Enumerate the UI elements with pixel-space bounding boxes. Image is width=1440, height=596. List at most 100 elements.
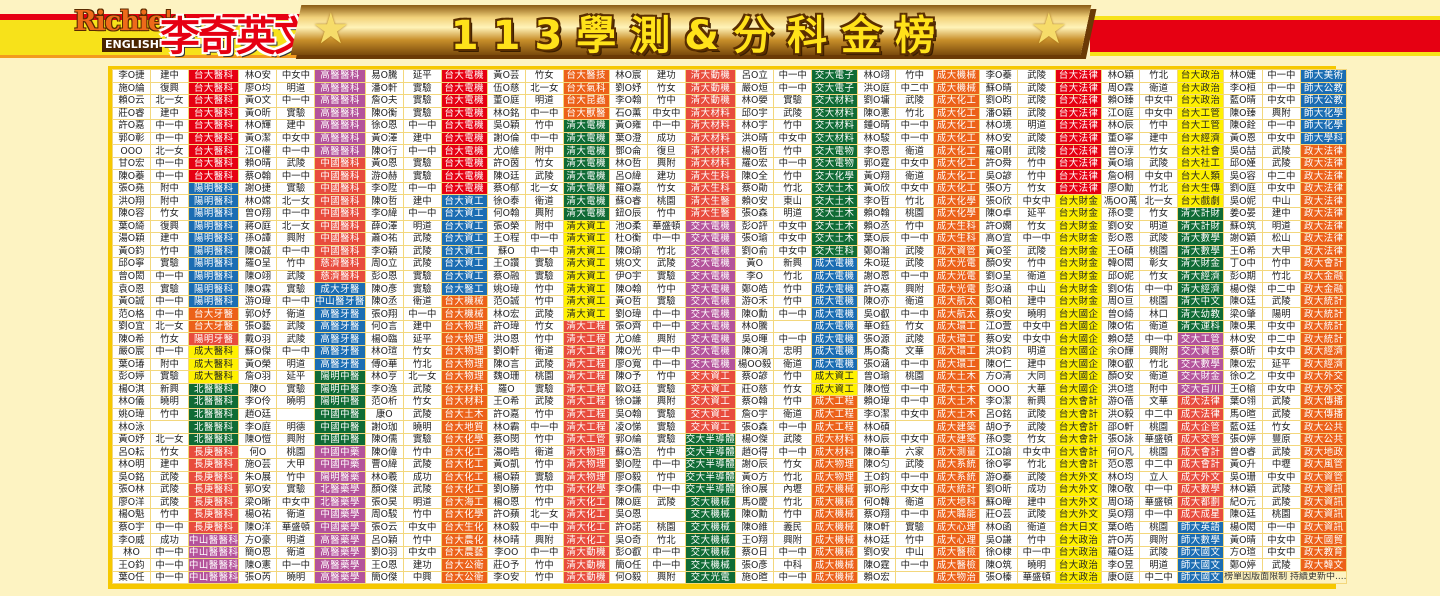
department-badge: 台大電機 [440,169,488,183]
school-name: 竹中 [646,282,686,296]
department-badge: 台大醫科 [187,106,240,121]
school-name: 中一中 [895,508,935,522]
school-name: 中一中 [773,545,813,560]
department-badge: 成大環工 [933,357,981,372]
student-name: 黃O榮 [238,357,278,372]
school-name: 竹中 [1017,156,1057,171]
department-badge: 交大資工 [684,420,737,434]
student-name: 莊O睿 [112,106,151,121]
department-badge: 清大生醫 [684,207,737,221]
department-badge: 政大會計 [1299,257,1348,271]
student-name: 曾O閎 [112,269,151,284]
table-row: 吳O銘 武陵 長庚醫科 朱O展 竹中 陽明醫藥 林O羲 成功 台大化工 楊O穎 實驗 清大物理 廖O毅竹… [112,470,1348,485]
school-name: 武陵 [1261,558,1301,572]
student-name: 張O涵 [857,357,897,372]
department-badge: 成大材料 [811,445,859,459]
department-badge: 清大工程 [562,345,610,359]
school-name: 桃園 [1139,520,1179,535]
department-badge: 清大工程 [562,357,610,372]
student-name: 洪O翔 [112,194,151,208]
student-name: 廖O勳 [1101,181,1141,196]
department-badge: 台大物理 [440,357,488,372]
school-name: 建功 [646,69,686,83]
student-name: 林O嫈 [735,94,775,108]
department-badge: 台大物理 [440,319,488,334]
department-badge: 交大機械 [684,508,737,522]
department-badge: 政大金融 [1299,269,1348,284]
school-name: 竹中 [524,282,564,296]
student-name: 賴O翰 [857,207,897,221]
department-badge: 清大工程 [562,407,610,422]
school-name: 武陵 [1261,395,1301,409]
department-badge: 成大生科 [933,232,981,246]
school-name: 實驗 [524,382,564,397]
student-name: 劉O佑 [1101,282,1141,296]
student-name: 曾O綺 [1101,307,1141,321]
student-name: 梁O肇 [1223,307,1263,321]
department-badge: 清大工程 [562,332,610,347]
student-name: 吳O穎 [486,119,526,133]
logo-text: Richie's [74,6,187,37]
school-name: 竹女 [1139,207,1179,221]
school-name: 桃園 [646,194,686,208]
student-name: 林O瑄 [364,345,404,359]
department-badge: 台大醫科 [187,144,240,158]
table-row: 林O 中一中 中山醫醫科 簡O恩 衛道 高醫藥學 劉O羽 中女中 台大農藝 李OO 中一中 清大動機彭… [112,545,1348,560]
student-name: 蔡O翔 [857,508,897,522]
student-name: 黃O雍 [608,119,648,133]
student-name: 葉O綺 [112,219,151,234]
student-name: 張O林 [112,483,151,497]
school-name [646,508,686,522]
student-name: 杜O衡 [608,232,648,246]
student-name: 莊O芸 [979,508,1019,522]
page-title: 113學測&分科金榜 [450,13,950,59]
student-name: 賴O宏 [857,570,897,585]
school-name: 中興 [402,570,442,585]
school-name: 林口 [1139,307,1179,321]
student-name: 施O芸 [238,457,278,472]
school-name: 中一中 [646,345,686,359]
department-badge: 台大昆蟲 [562,94,610,108]
school-name: 興附 [646,570,686,585]
table-row: 賴O云 北一女 台大醫科 黃O文 中一中 高醫醫科 詹O夫 實驗 台大電機 董O庭 明道 台大昆蟲 李O… [112,94,1348,108]
table-row: 李O威 成功 中山醫醫科 方O豪 明道 高醫藥學 呂O穎 竹中 台大農化 林O晴 興附 清大化工 吳O奇… [112,533,1348,547]
student-name: 陳O偉 [364,445,404,459]
student-name: 劉O軒 [486,345,526,359]
student-name: 許O瑋 [486,319,526,334]
student-name: 李O潔 [979,395,1019,409]
student-name: 徐O之 [1223,370,1263,384]
department-badge: 台大法律 [1055,106,1103,121]
department-badge: 成大醫檢 [933,558,981,572]
student-name: 陳O筑 [979,558,1019,572]
table-row: 嚴O宸 中一中 成大醫科 蘇O傑 中一中 高醫牙醫 林O瑄 竹女 台大物理 劉O軒 衛道 清大工程 陳O… [112,345,1348,359]
school-name: 實驗 [524,470,564,485]
student-name: 張O藝 [238,319,278,334]
department-badge: 成大成星 [1177,508,1225,522]
department-badge: 政大資訊 [1299,520,1348,535]
student-name: 陳O卓 [979,207,1019,221]
department-badge: 台大日文 [1055,520,1103,535]
department-badge: 成大醫檢 [933,545,981,560]
school-name: 實驗 [276,181,316,196]
student-name: 紀O元 [1223,495,1263,510]
school-name: 竹北 [646,244,686,259]
student-name: 簡O恩 [238,545,278,560]
student-name: 陳O丞 [364,294,404,309]
table-row: 洪O翔 附中 陽明醫科 林O嫦 北一女 中國醫科 陳O哲 建中 台大資工 徐O泰 衛道 清大電機 蘇O睿… [112,194,1348,208]
school-name: 建中 [402,194,442,208]
department-badge: 台大電機 [440,81,488,96]
student-name: 吳O諺 [979,169,1019,183]
table-row: 范O格 中一中 台大牙醫 郭O妤 衛道 高醫牙醫 張O翔 中一中 台大機械 林O宏 武陵 清大資工 劉O… [112,307,1348,321]
school-name: 武陵 [646,495,686,510]
department-badge: 師大數學 [1177,533,1225,547]
table-row: 林O明 建中 長庚醫科 施O芸 大甲 中國中藥 曹O緯 武陵 台大化工 黃O凱 竹中 清大物理 劉O陞中… [112,457,1348,472]
student-name: 鄭O瀚 [857,244,897,259]
department-badge: 成大工程 [811,407,859,422]
department-badge: 台大機械 [440,307,488,321]
school-name: 建中 [1017,357,1057,372]
school-name: 中一中 [646,457,686,472]
student-name: 孫O雯 [1101,207,1141,221]
school-name: 中一中 [773,81,813,96]
school-name: 衛道 [1139,81,1179,96]
department-badge: 陽明醫科 [187,282,240,296]
